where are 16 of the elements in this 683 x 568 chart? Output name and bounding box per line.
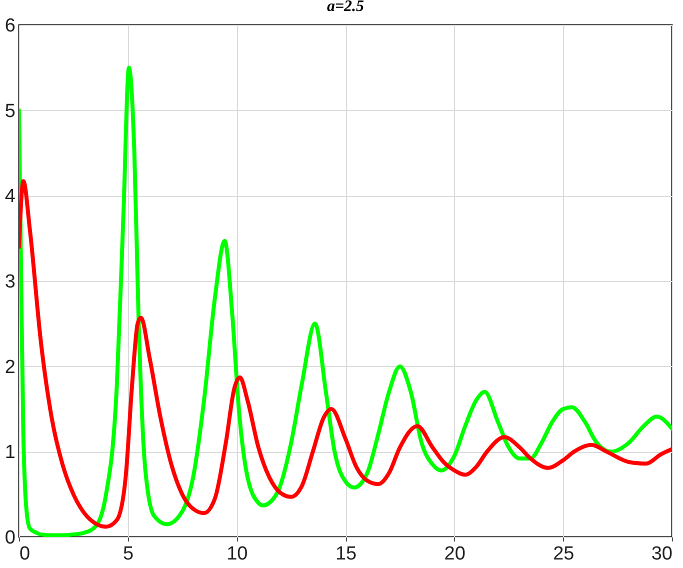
x-tick-label: 5 — [123, 544, 134, 564]
x-tick-label: 20 — [444, 544, 466, 564]
y-tick-label: 6 — [4, 16, 16, 36]
y-tick-label: 0 — [4, 528, 16, 548]
x-tick-label: 30 — [651, 544, 672, 564]
y-tick-label: 1 — [4, 442, 16, 464]
line-series — [19, 179, 672, 529]
x-tick-label: 10 — [226, 544, 248, 564]
x-tick-label: 0 — [20, 544, 30, 564]
y-tick-label: 4 — [4, 186, 16, 208]
y-tick-label: 5 — [4, 100, 16, 122]
x-tick-label: 25 — [553, 544, 574, 564]
chart-title: a=2.5 — [326, 0, 364, 15]
x-tick-label: 15 — [335, 544, 357, 564]
y-tick-label: 2 — [4, 356, 16, 378]
y-tick-label: 3 — [4, 272, 16, 292]
